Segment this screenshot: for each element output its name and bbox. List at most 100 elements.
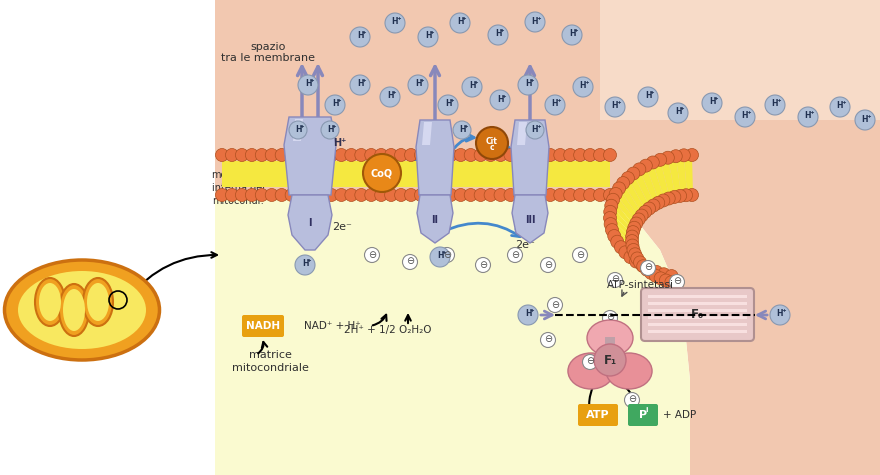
Text: +: + [441, 250, 446, 256]
Circle shape [608, 229, 620, 243]
Text: F₁: F₁ [604, 353, 617, 367]
Text: +: + [529, 78, 534, 84]
Text: H: H [444, 99, 451, 108]
Circle shape [246, 149, 259, 162]
Circle shape [275, 189, 288, 201]
Text: H: H [532, 124, 539, 133]
Circle shape [444, 149, 458, 162]
Circle shape [424, 189, 437, 201]
Circle shape [686, 149, 699, 162]
Circle shape [454, 189, 467, 201]
Ellipse shape [39, 283, 61, 321]
Circle shape [355, 149, 368, 162]
Text: +: + [463, 124, 468, 129]
Circle shape [641, 260, 656, 276]
Polygon shape [646, 162, 664, 202]
Circle shape [770, 305, 790, 325]
Circle shape [640, 159, 652, 172]
Text: P: P [639, 410, 647, 420]
Circle shape [414, 149, 428, 162]
Circle shape [295, 149, 308, 162]
Text: ⊖: ⊖ [479, 259, 487, 269]
Circle shape [246, 189, 259, 201]
Circle shape [315, 189, 328, 201]
Circle shape [394, 189, 407, 201]
Text: ⊖: ⊖ [406, 256, 414, 266]
Circle shape [518, 75, 538, 95]
Circle shape [611, 235, 624, 248]
Text: +: + [584, 80, 589, 86]
Circle shape [315, 149, 328, 162]
Polygon shape [612, 230, 636, 253]
Circle shape [494, 189, 507, 201]
Circle shape [364, 149, 378, 162]
Circle shape [670, 275, 685, 289]
Circle shape [305, 149, 318, 162]
Circle shape [305, 189, 318, 201]
Circle shape [450, 13, 470, 33]
Circle shape [642, 202, 656, 215]
Circle shape [735, 107, 755, 127]
Text: +: + [529, 308, 534, 314]
Polygon shape [653, 160, 670, 200]
Circle shape [462, 77, 482, 97]
Circle shape [606, 193, 620, 206]
Circle shape [626, 239, 639, 252]
Text: +: + [573, 28, 578, 34]
Circle shape [350, 75, 370, 95]
Circle shape [438, 95, 458, 115]
Text: H: H [304, 79, 312, 88]
Circle shape [634, 256, 647, 269]
Circle shape [385, 189, 398, 201]
Circle shape [364, 247, 379, 263]
Polygon shape [621, 247, 644, 265]
Circle shape [544, 149, 557, 162]
Polygon shape [630, 257, 652, 272]
Text: H: H [568, 29, 576, 38]
Text: +: + [392, 91, 396, 95]
Polygon shape [676, 155, 687, 195]
Circle shape [484, 189, 497, 201]
Text: +: + [309, 78, 314, 84]
Polygon shape [619, 183, 642, 218]
Circle shape [612, 182, 626, 195]
Text: +: + [306, 258, 311, 264]
Text: +: + [396, 17, 400, 21]
Circle shape [540, 332, 555, 348]
Circle shape [605, 218, 617, 230]
Circle shape [624, 251, 637, 264]
Circle shape [325, 189, 338, 201]
Circle shape [625, 392, 640, 408]
Circle shape [526, 121, 544, 139]
Circle shape [405, 149, 417, 162]
Circle shape [545, 95, 565, 115]
Circle shape [255, 149, 268, 162]
Text: NADH: NADH [246, 321, 280, 331]
Text: ⊖: ⊖ [628, 395, 636, 405]
Text: +: + [556, 98, 561, 104]
Text: H: H [496, 95, 503, 104]
Circle shape [562, 25, 582, 45]
Circle shape [671, 277, 684, 290]
Text: +: + [502, 94, 506, 98]
Circle shape [629, 255, 642, 268]
Text: mitocondr.: mitocondr. [212, 196, 264, 206]
Circle shape [855, 110, 875, 130]
Text: H: H [356, 79, 363, 88]
Circle shape [454, 149, 467, 162]
Circle shape [679, 189, 693, 202]
Circle shape [289, 121, 307, 139]
Text: +: + [429, 30, 434, 36]
Circle shape [605, 97, 625, 117]
Circle shape [604, 149, 617, 162]
Polygon shape [417, 195, 453, 243]
Circle shape [265, 189, 278, 201]
Circle shape [380, 87, 400, 107]
Text: interna del: interna del [211, 183, 265, 193]
Circle shape [583, 189, 597, 201]
Circle shape [604, 189, 617, 201]
Circle shape [573, 247, 588, 263]
Text: H: H [612, 102, 619, 111]
Text: H: H [532, 17, 539, 26]
Bar [605, 337, 615, 344]
